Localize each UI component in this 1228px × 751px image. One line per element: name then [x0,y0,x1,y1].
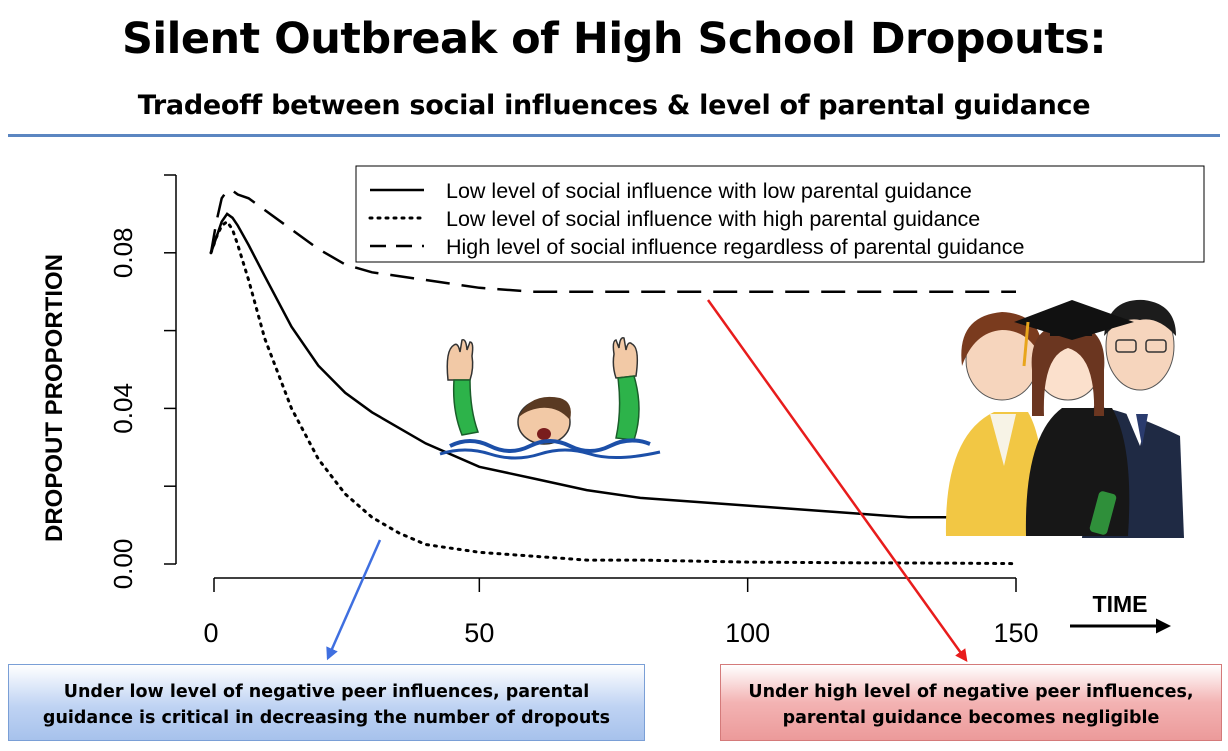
chart-axes [175,175,1016,579]
series-line-dashed [209,189,1016,293]
blue-callout-line-1: Under low level of negative peer influen… [63,682,590,702]
blue-callout-line-2: guidance is critical in decreasing the n… [42,708,611,728]
legend-label: High level of social influence regardles… [446,235,1024,259]
legend-label: Low level of social influence with high … [446,207,980,231]
legend-box [355,165,1205,263]
title-divider [8,134,1220,137]
page-title: Silent Outbreak of High School Dropouts: [121,14,1107,64]
blue-callout-arrow [326,539,382,661]
y-tick-label: 0.04 [108,383,138,434]
drowning-person-icon [439,336,661,460]
y-tick-label: 0.00 [108,539,138,590]
graduation-family-icon [945,299,1184,538]
x-tick-label: 50 [464,618,494,648]
chart-legend: Low level of social influence with low p… [355,165,1205,263]
time-label: TIME [1093,591,1148,617]
blue-callout-box: Under low level of negative peer influen… [8,664,645,741]
legend-label: Low level of social influence with low p… [446,179,972,203]
y-axis-label: DROPOUT PROPORTION [41,254,68,542]
x-tick-label: 0 [203,618,218,648]
series-line-solid [209,212,963,519]
y-tick-label: 0.08 [108,227,138,278]
series-line-dotted [209,219,1018,566]
x-tick-label: 150 [993,618,1038,648]
red-callout-line-1: Under high level of negative peer influe… [748,682,1194,702]
red-callout-line-2: parental guidance becomes negligible [782,708,1160,728]
red-callout-arrow [706,299,968,663]
chart-series [209,189,1018,566]
x-tick-label: 100 [725,618,770,648]
y-ticks: 0.00 0.04 0.08 [108,174,176,590]
red-callout-box: Under high level of negative peer influe… [720,664,1222,741]
x-ticks: 0 50 100 150 [203,578,1039,648]
page-subtitle: Tradeoff between social influences & lev… [137,90,1091,121]
